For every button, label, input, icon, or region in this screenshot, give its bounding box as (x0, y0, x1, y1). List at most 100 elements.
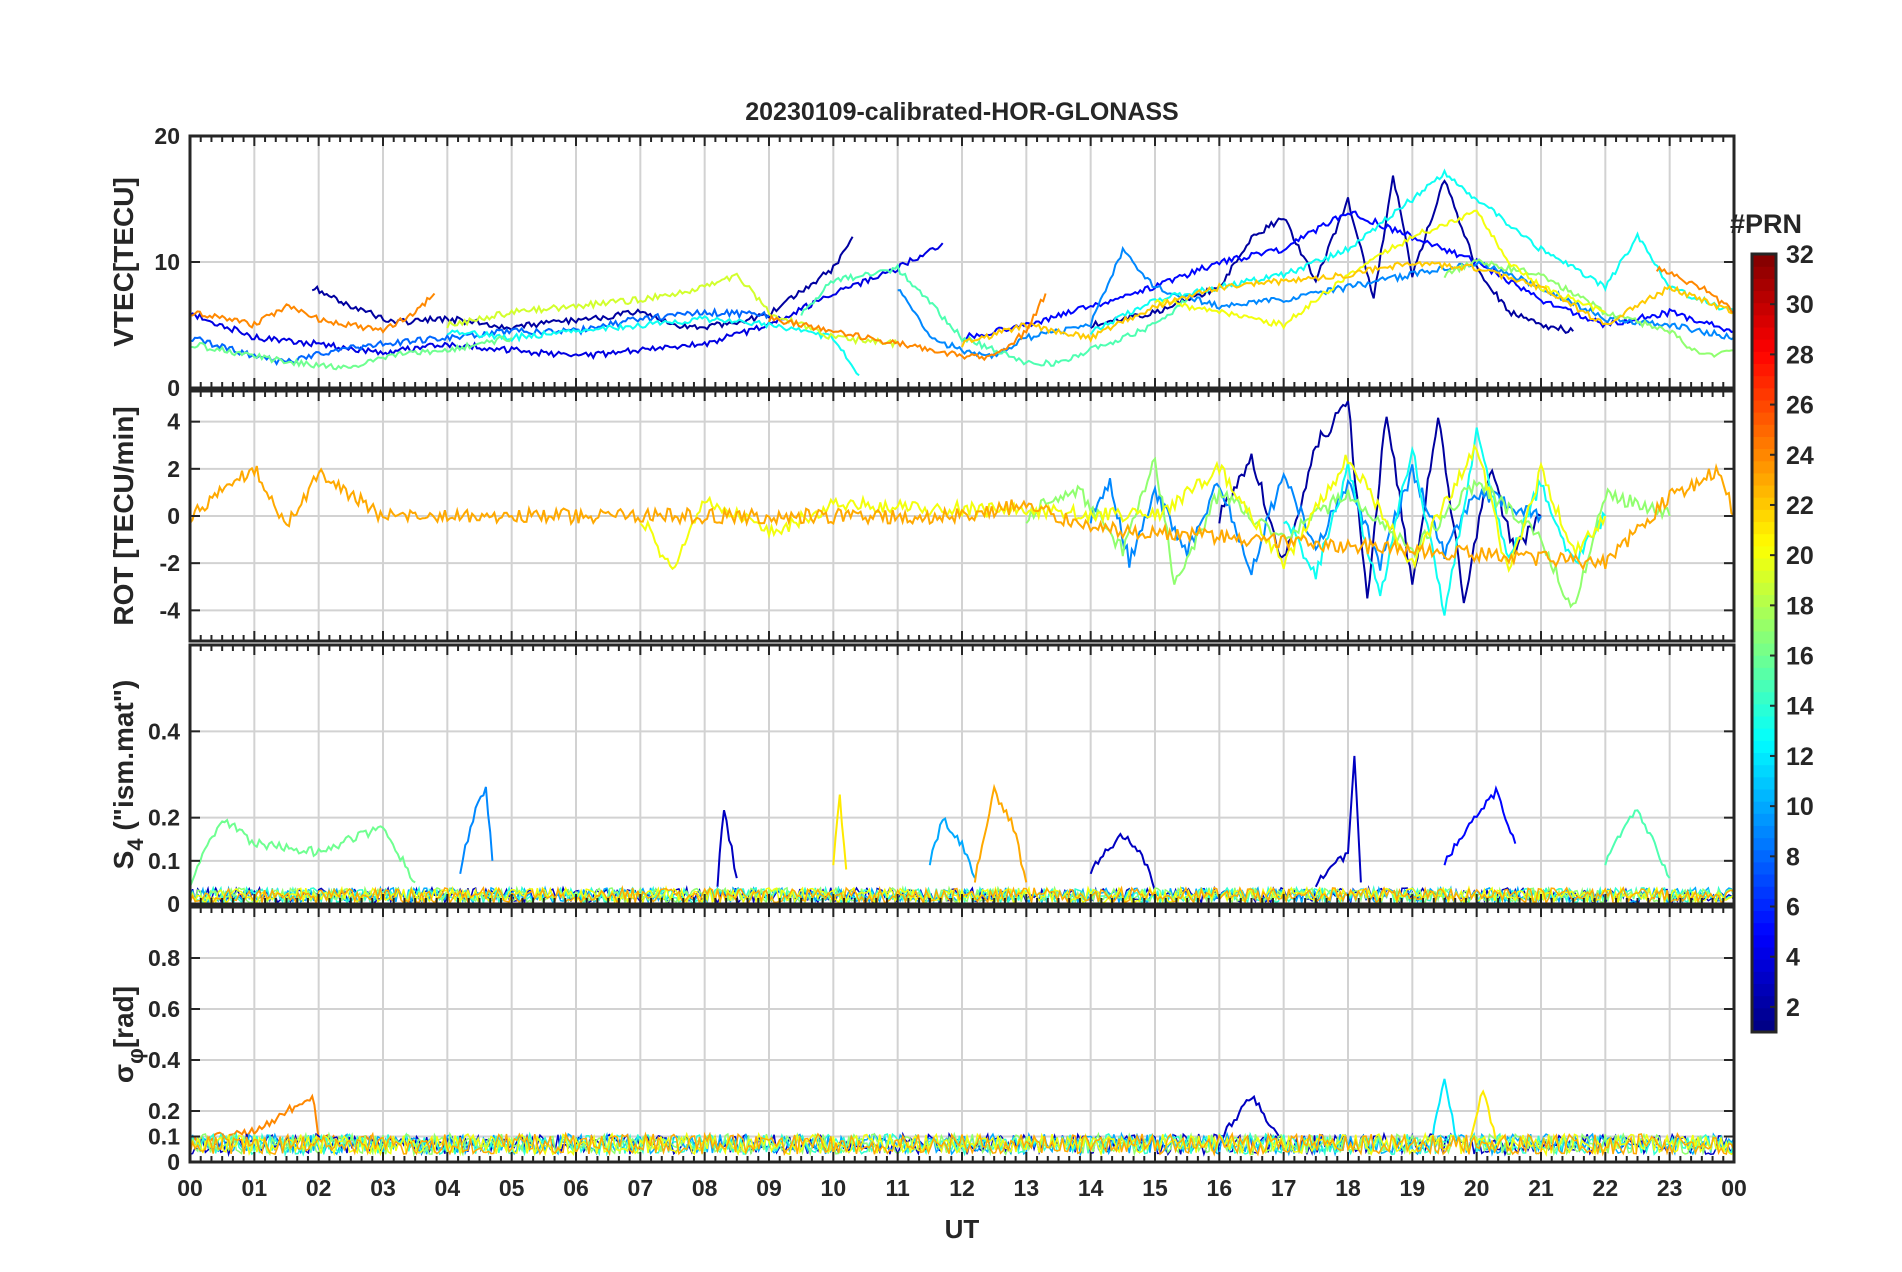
colorbar-swatch (1752, 861, 1776, 875)
x-tick-label: 10 (821, 1175, 847, 1201)
colorbar-swatch (1752, 752, 1776, 766)
panel-vtec: 0 10 20 VTEC[TECU] (108, 123, 1736, 401)
colorbar-swatch (1752, 837, 1776, 851)
x-tick-label: 03 (370, 1175, 396, 1201)
colorbar-swatch (1752, 497, 1776, 510)
colorbar-swatch (1752, 290, 1776, 304)
x-tick-label: 18 (1335, 1175, 1361, 1201)
panel-sigma_phi-y-tick-label: 0.1 (148, 1124, 180, 1150)
colorbar-swatch (1752, 1007, 1776, 1021)
series-prn-23 (973, 783, 1028, 883)
colorbar-swatch (1752, 472, 1776, 486)
colorbar-swatch (1752, 873, 1776, 887)
colorbar-tick-label: 14 (1786, 693, 1814, 721)
colorbar-title: #PRN (1730, 209, 1802, 239)
series-prn-3 (716, 809, 738, 887)
panel-sigma_phi: 00.10.20.40.60.8σφ[rad] (108, 905, 1736, 1175)
colorbar-tick-label: 30 (1786, 291, 1814, 319)
panel-rot-y-tick-label: -4 (160, 597, 181, 623)
colorbar-swatch (1752, 643, 1776, 656)
colorbar-tick-label: 28 (1786, 341, 1814, 369)
colorbar-swatch (1752, 959, 1776, 972)
colorbar-swatch (1752, 351, 1776, 365)
panel-s4-y-tick-label: 0.4 (148, 718, 180, 744)
colorbar-swatch (1752, 375, 1776, 389)
x-tick-label: 04 (435, 1175, 461, 1201)
x-tick-label: 00 (1721, 1175, 1747, 1201)
colorbar-swatch (1752, 521, 1776, 535)
x-tick-label: 22 (1593, 1175, 1619, 1201)
colorbar-swatch (1752, 801, 1776, 814)
panel-sigma_phi-y-tick-label: 0 (167, 1149, 180, 1175)
x-tick-label: 13 (1014, 1175, 1040, 1201)
colorbar-tick-label: 2 (1786, 994, 1800, 1022)
series-prn-13 (446, 315, 860, 377)
series-prn-23 (190, 462, 1734, 571)
panel-sigma_phi-y-label: σφ[rad] (108, 986, 148, 1083)
series-prn-24 (190, 292, 436, 334)
colorbar-swatch (1752, 995, 1776, 1009)
colorbar-tick-label: 16 (1786, 643, 1814, 671)
colorbar-swatch (1752, 946, 1776, 960)
colorbar-swatch (1752, 703, 1776, 717)
series-prn-5 (1443, 785, 1517, 866)
colorbar-tick-label: 4 (1786, 944, 1800, 972)
x-tick-label: 23 (1657, 1175, 1683, 1201)
chart-title: 20230109-calibrated-HOR-GLONASS (745, 98, 1178, 126)
series-prn-24 (1655, 265, 1734, 314)
x-tick-label: 05 (499, 1175, 525, 1201)
panel-s4: 00.10.20.4S4 ("ism.mat") (108, 643, 1736, 917)
x-tick-label: 12 (949, 1175, 975, 1201)
panel-sigma_phi-y-tick-label: 0.4 (148, 1047, 180, 1073)
colorbar-tick-label: 24 (1786, 442, 1814, 470)
series-prn-16 (190, 335, 513, 371)
colorbar-swatch (1752, 387, 1776, 401)
series-prn-10 (928, 816, 976, 879)
y-label-rest: [rad] (108, 986, 139, 1048)
colorbar-swatch (1752, 424, 1776, 437)
series-prn-4 (190, 242, 944, 360)
colorbar-swatch (1752, 363, 1776, 377)
panel-s4-y-tick-label: 0.2 (148, 805, 180, 831)
colorbar-swatch (1752, 922, 1776, 936)
panel-vtec-series (190, 168, 1734, 377)
colorbar-tick-label: 8 (1786, 843, 1800, 871)
panel-sigma_phi-frame (188, 905, 1736, 1164)
panel-rot: -4 -2 0 2 4 ROT [TECU/min] (108, 389, 1736, 643)
colorbar-frame (1750, 252, 1778, 1034)
series-prn-3 (1218, 1094, 1285, 1147)
series-prn-20-baseline (190, 1131, 1734, 1157)
panel-vtec-y-label: VTEC[TECU] (108, 177, 139, 347)
colorbar-swatch (1752, 667, 1776, 681)
x-axis: 00 01 02 03 04 05 06 07 08 09 10 11 12 13 14 15 16 17 18 19… (177, 1175, 1747, 1201)
series-prn-3 (1314, 755, 1362, 888)
y-label-rest: ("ism.mat") (108, 680, 139, 839)
colorbar-swatch (1752, 533, 1776, 547)
colorbar-swatch (1752, 813, 1776, 826)
colorbar-tick-label: 20 (1786, 542, 1814, 570)
colorbar-swatch (1752, 412, 1776, 425)
x-tick-label: 16 (1207, 1175, 1233, 1201)
panel-rot-y-tick-label: -2 (160, 550, 180, 576)
x-tick-label: 11 (886, 1175, 911, 1201)
colorbar-swatch (1752, 898, 1776, 912)
x-tick-label: 02 (306, 1175, 332, 1201)
panel-sigma_phi-y-tick-label: 0.6 (148, 996, 180, 1022)
colorbar-swatch (1752, 825, 1776, 839)
colorbar-swatch (1752, 971, 1776, 984)
colorbar-tick-label: 26 (1786, 392, 1814, 420)
y-label-main: S (108, 851, 139, 870)
colorbar-swatch (1752, 715, 1776, 729)
colorbar-tick-label: 6 (1786, 894, 1800, 922)
y-label-main: σ (108, 1064, 139, 1083)
series-prn-23-baseline (190, 1131, 1734, 1157)
series-prn-21 (832, 794, 848, 870)
series-prn-16 (190, 818, 416, 888)
x-tick-label: 21 (1528, 1175, 1554, 1201)
colorbar-swatch (1752, 691, 1776, 705)
panel-rot-y-label: ROT [TECU/min] (108, 406, 139, 625)
x-tick-label: 01 (242, 1175, 268, 1201)
panel-s4-y-tick-label: 0.1 (148, 848, 180, 874)
